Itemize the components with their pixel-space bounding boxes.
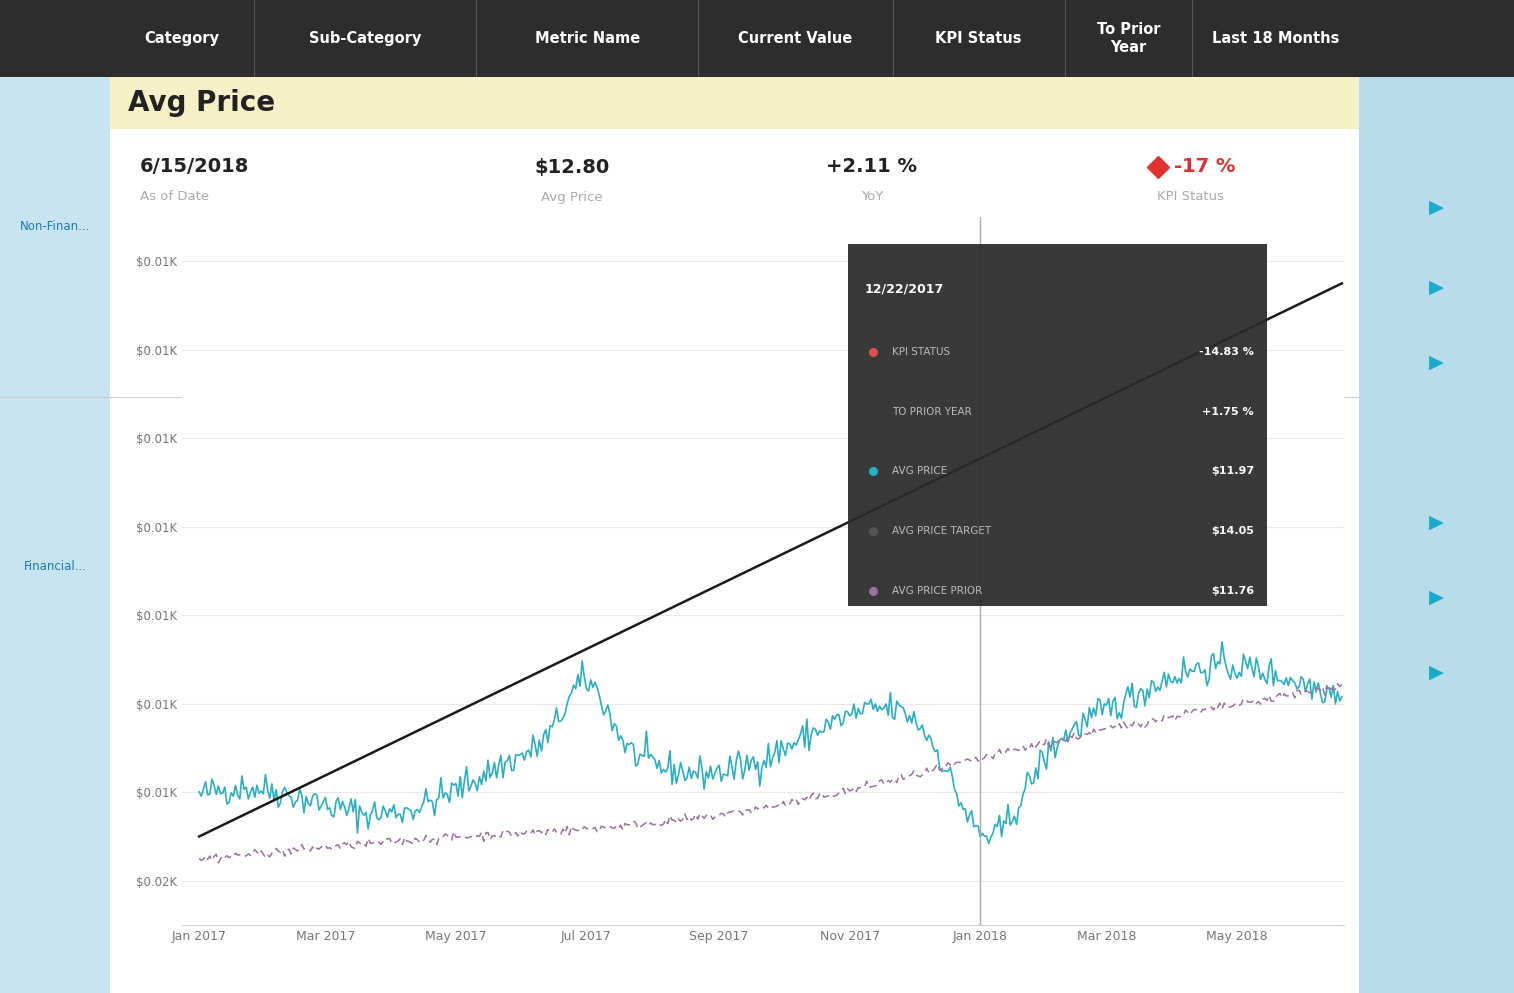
Text: Non-Finan...: Non-Finan...	[20, 220, 91, 233]
Text: ▶: ▶	[1429, 588, 1444, 607]
Text: ▶: ▶	[1429, 662, 1444, 681]
Text: YoY: YoY	[860, 191, 883, 204]
Text: ▶: ▶	[1429, 277, 1444, 297]
Text: AVG PRICE PRIOR: AVG PRICE PRIOR	[892, 586, 983, 596]
Text: -17 %: -17 %	[1175, 158, 1235, 177]
Text: ▶: ▶	[1429, 198, 1444, 216]
Text: KPI Status: KPI Status	[1157, 191, 1223, 204]
Text: $14.05: $14.05	[1211, 526, 1254, 536]
Text: AVG PRICE: AVG PRICE	[892, 467, 948, 477]
Text: TO PRIOR YEAR: TO PRIOR YEAR	[892, 407, 972, 417]
Text: $11.97: $11.97	[1211, 467, 1254, 477]
Text: ▶: ▶	[1429, 353, 1444, 371]
Text: KPI STATUS: KPI STATUS	[892, 347, 951, 356]
Text: $12.80: $12.80	[534, 158, 610, 177]
Text: 12/22/2017: 12/22/2017	[864, 282, 943, 295]
Text: Avg Price: Avg Price	[129, 89, 276, 117]
Text: ▶: ▶	[1429, 512, 1444, 531]
Bar	[1360, 77, 1514, 993]
Text: To Prior
Year: To Prior Year	[1096, 22, 1160, 56]
Text: 6/15/2018: 6/15/2018	[139, 158, 250, 177]
Text: KPI Status: KPI Status	[936, 31, 1022, 46]
Text: +1.75 %: +1.75 %	[1202, 407, 1254, 417]
Text: As of Date: As of Date	[139, 191, 209, 204]
Text: -14.83 %: -14.83 %	[1199, 347, 1254, 356]
Text: Sub-Category: Sub-Category	[309, 31, 421, 46]
Bar	[0, 0, 1514, 77]
Text: +2.11 %: +2.11 %	[827, 158, 917, 177]
Text: Metric Name: Metric Name	[534, 31, 640, 46]
Bar	[0, 77, 111, 993]
Text: Avg Price: Avg Price	[542, 191, 603, 204]
Bar	[848, 243, 1267, 607]
Text: Category: Category	[145, 31, 220, 46]
Text: $11.76: $11.76	[1211, 586, 1254, 596]
Text: AVG PRICE TARGET: AVG PRICE TARGET	[892, 526, 992, 536]
Text: Last 18 Months: Last 18 Months	[1213, 31, 1340, 46]
Text: Current Value: Current Value	[739, 31, 852, 46]
Bar	[111, 77, 1360, 129]
Text: Financial...: Financial...	[24, 560, 86, 574]
Bar	[111, 77, 1360, 993]
